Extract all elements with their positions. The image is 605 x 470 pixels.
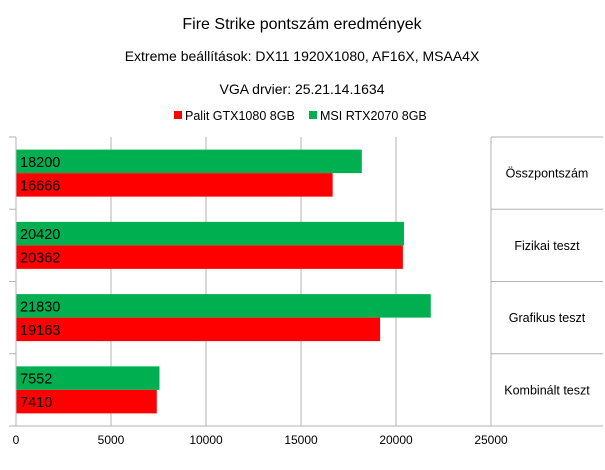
data-label: 21830 xyxy=(20,299,60,315)
category-label: Grafikus teszt xyxy=(509,311,586,325)
bar xyxy=(16,366,160,390)
x-tick-label: 25000 xyxy=(474,433,508,447)
data-label: 7552 xyxy=(20,372,52,388)
category-label: Összpontszám xyxy=(506,167,589,181)
category-label: Fizikai teszt xyxy=(514,239,580,253)
bar xyxy=(16,389,157,414)
data-label: 7410 xyxy=(20,395,52,411)
chart-subtitle-driver: VGA drvier: 25.21.14.1634 xyxy=(220,81,385,97)
category-label: Kombinált teszt xyxy=(504,383,590,397)
bar xyxy=(16,294,431,318)
legend-swatch-palit xyxy=(174,111,182,119)
x-tick-label: 0 xyxy=(13,433,20,447)
legend-label-palit: Palit GTX1080 8GB xyxy=(185,109,295,123)
bar xyxy=(16,221,404,246)
bar xyxy=(16,173,333,197)
x-tick-label: 15000 xyxy=(284,433,318,447)
bar xyxy=(16,245,403,269)
data-label: 18200 xyxy=(20,155,60,171)
data-label: 19163 xyxy=(20,323,60,339)
data-label: 20420 xyxy=(20,227,60,243)
bars: 18200 16666 20420 20362 21830 19163 7552 7410 xyxy=(16,149,431,414)
x-tick-labels: 0 5000 10000 15000 20000 25000 xyxy=(13,433,508,447)
bar xyxy=(16,149,362,174)
x-tick-label: 5000 xyxy=(98,433,125,447)
legend-label-msi: MSI RTX2070 8GB xyxy=(320,109,427,123)
chart-subtitle: Extreme beállítások: DX11 1920X1080, AF1… xyxy=(125,48,480,64)
x-tick-label: 20000 xyxy=(379,433,413,447)
category-labels: Összpontszám Fizikai teszt Grafikus teszt K… xyxy=(504,167,590,398)
chart-title: Fire Strike pontszám eredmények xyxy=(182,16,422,33)
bar xyxy=(16,317,381,342)
data-label: 16666 xyxy=(20,178,60,194)
legend-swatch-msi xyxy=(309,111,317,119)
legend: Palit GTX1080 8GB MSI RTX2070 8GB xyxy=(174,109,427,123)
data-label: 20362 xyxy=(20,251,60,267)
axes xyxy=(9,136,603,427)
x-tick-label: 10000 xyxy=(189,433,223,447)
